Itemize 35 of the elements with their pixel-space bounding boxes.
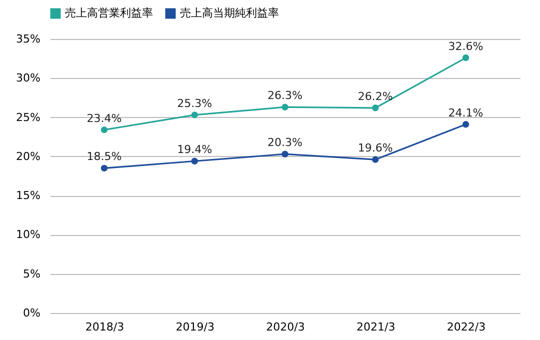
data-label: 19.6%	[358, 142, 393, 155]
point	[191, 158, 198, 164]
data-label: 19.4%	[177, 143, 212, 156]
data-label: 24.1%	[448, 106, 484, 120]
y-tick-label: 35%	[16, 32, 40, 46]
point	[282, 150, 288, 158]
data-label: 20.3%	[268, 136, 302, 150]
point	[372, 104, 379, 112]
data-label: 23.4%	[86, 112, 122, 125]
data-label: 32.6%	[448, 40, 484, 53]
point	[372, 156, 379, 163]
point	[100, 164, 108, 172]
point	[462, 120, 470, 128]
legend-label: 売上高営業利益率	[65, 6, 153, 20]
x-tick-label: 2019/3	[176, 320, 214, 334]
point	[282, 104, 288, 110]
x-tick-label: 2018/3	[85, 320, 124, 334]
point	[462, 54, 470, 62]
data-label: 26.3%	[268, 89, 302, 102]
x-tick-label: 2022/3	[446, 320, 486, 334]
x-tick-label: 2021/3	[356, 320, 396, 334]
y-tick-label: 0%	[23, 306, 40, 320]
x-tick-label: 2020/3	[266, 320, 305, 334]
y-tick-label: 10%	[16, 228, 40, 242]
y-tick-label: 5%	[23, 267, 40, 280]
point	[100, 126, 108, 134]
point	[191, 112, 198, 118]
legend-label: 売上高当期純利益率	[180, 6, 279, 20]
data-label: 25.3%	[177, 96, 212, 110]
y-tick-label: 20%	[16, 150, 40, 163]
data-label: 18.5%	[86, 150, 122, 164]
y-tick-label: 30%	[16, 72, 40, 85]
y-tick-label: 25%	[16, 110, 40, 124]
y-tick-label: 15%	[16, 189, 40, 202]
data-label: 26.2%	[358, 90, 393, 103]
